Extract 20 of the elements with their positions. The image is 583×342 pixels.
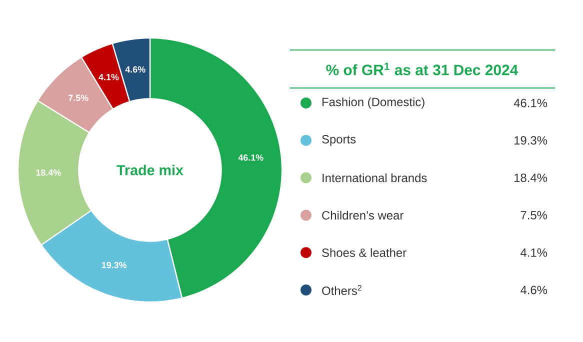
legend-label: Sports: [322, 134, 356, 146]
data-label: 19.3%: [102, 262, 127, 268]
text: 18.4%: [514, 174, 548, 182]
data-label: 4.6%: [125, 66, 146, 73]
legend-title: % of GR$^{1}$ as at 31 Dec 2024: [326, 62, 518, 76]
data-label: 18.4%: [36, 169, 61, 176]
data-label: 46.1%: [238, 154, 264, 161]
legend-label: Children’s wear: [322, 210, 404, 220]
legend-label: Shoes & leather: [322, 248, 406, 257]
data-label: 7.5%: [68, 94, 88, 102]
data-label: 4.1%: [98, 74, 119, 80]
text: 4.6%: [520, 286, 548, 294]
text: 19.3%: [514, 136, 548, 145]
text: 46.1%: [514, 98, 548, 108]
text: 4.1%: [520, 248, 548, 257]
legend-label: Fashion (Domestic): [322, 97, 424, 109]
text: 7.5%: [520, 210, 548, 220]
legend-label: Others$^{2}$: [322, 284, 362, 295]
legend-label: International brands: [322, 173, 427, 182]
text: Trade mix: [116, 164, 184, 176]
